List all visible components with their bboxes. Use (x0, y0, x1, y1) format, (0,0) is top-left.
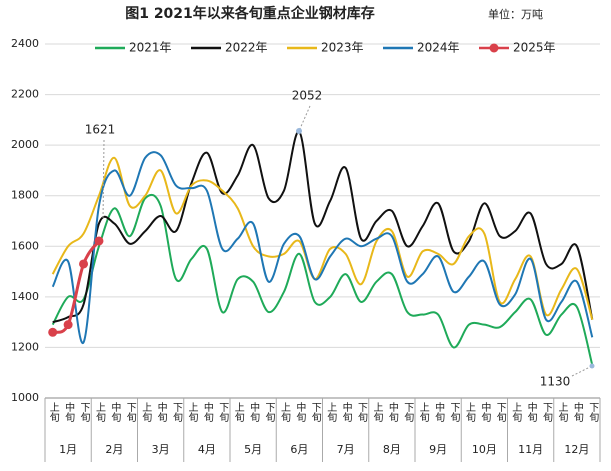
x-tick-label: 中旬 (201, 401, 213, 423)
x-tick-label: 下旬 (587, 402, 599, 423)
point (94, 236, 104, 246)
point (79, 259, 89, 269)
month-label: 10月 (472, 443, 497, 456)
x-tick-label: 中旬 (248, 401, 260, 423)
month-label: 2月 (105, 443, 123, 456)
y-tick-label: 1600 (11, 239, 39, 252)
month-label: 5月 (244, 443, 262, 456)
x-tick-label: 上旬 (417, 402, 429, 423)
x-tick-label: 上旬 (47, 402, 59, 423)
annotation: 1130 (540, 375, 571, 389)
annotation: 2052 (292, 89, 323, 103)
chart-title: 图1 2021年以来各旬重点企业钢材库存 (125, 5, 375, 22)
x-tick-label: 中旬 (294, 401, 306, 423)
x-tick-label: 上旬 (556, 402, 568, 423)
x-tick-label: 中旬 (525, 401, 537, 423)
month-label: 12月 (564, 443, 589, 456)
series-line (52, 130, 594, 324)
x-tick-label: 中旬 (571, 401, 583, 423)
x-tick-label: 下旬 (217, 402, 229, 423)
x-tick-label: 下旬 (494, 402, 506, 423)
legend-label: 2023年 (321, 41, 364, 55)
x-tick-label: 上旬 (510, 402, 522, 423)
x-tick-label: 下旬 (448, 402, 460, 423)
x-tick-label: 下旬 (124, 402, 136, 423)
month-label: 7月 (337, 443, 355, 456)
x-tick-label: 下旬 (356, 402, 368, 423)
x-tick-label: 下旬 (541, 402, 553, 423)
y-tick-label: 2200 (11, 88, 39, 101)
month-label: 4月 (198, 443, 216, 456)
x-tick-label: 中旬 (479, 401, 491, 423)
month-label: 1月 (59, 443, 77, 456)
annotation-leader (571, 365, 593, 377)
legend-label: 2021年 (129, 41, 172, 55)
month-label: 6月 (290, 443, 308, 456)
annotation-leader (298, 105, 311, 132)
month-label: 11月 (518, 443, 543, 456)
y-tick-label: 2400 (11, 37, 39, 50)
x-tick-label: 中旬 (155, 401, 167, 423)
legend-label: 2022年 (225, 41, 268, 55)
x-tick-label: 上旬 (463, 402, 475, 423)
y-tick-label: 1400 (11, 290, 39, 303)
point (63, 320, 73, 330)
unit-label: 单位：万吨 (488, 7, 543, 21)
series-line (52, 240, 101, 334)
x-tick-label: 上旬 (371, 402, 383, 423)
y-tick-label: 1200 (11, 340, 39, 353)
x-tick-label: 上旬 (93, 402, 105, 423)
x-tick-label: 下旬 (171, 402, 183, 423)
y-tick-label: 2000 (11, 138, 39, 151)
legend-label: 2025年 (513, 41, 556, 55)
series-line (51, 151, 594, 344)
annotation-leader (102, 139, 105, 221)
legend-marker (489, 43, 499, 53)
x-tick-label: 下旬 (309, 402, 321, 423)
x-tick-label: 下旬 (402, 402, 414, 423)
annotation: 1621 (85, 123, 116, 137)
annotation-dot (589, 363, 595, 369)
x-tick-label: 中旬 (63, 401, 75, 423)
month-label: 3月 (152, 443, 170, 456)
x-tick-label: 下旬 (78, 402, 90, 423)
y-tick-label: 1800 (11, 189, 39, 202)
month-label: 9月 (429, 443, 447, 456)
point (48, 327, 58, 337)
series-line (51, 193, 594, 366)
x-tick-label: 中旬 (340, 401, 352, 423)
series-line (51, 156, 594, 320)
x-tick-label: 中旬 (433, 401, 445, 423)
x-tick-label: 下旬 (263, 402, 275, 423)
annotation-dot (296, 128, 302, 134)
legend-label: 2024年 (417, 41, 460, 55)
x-tick-label: 上旬 (186, 402, 198, 423)
month-label: 8月 (383, 443, 401, 456)
x-tick-label: 上旬 (232, 402, 244, 423)
x-tick-label: 中旬 (109, 401, 121, 423)
y-tick-label: 1000 (11, 391, 39, 404)
x-tick-label: 中旬 (386, 401, 398, 423)
x-tick-label: 上旬 (278, 402, 290, 423)
x-tick-label: 上旬 (325, 402, 337, 423)
x-tick-label: 上旬 (140, 402, 152, 423)
